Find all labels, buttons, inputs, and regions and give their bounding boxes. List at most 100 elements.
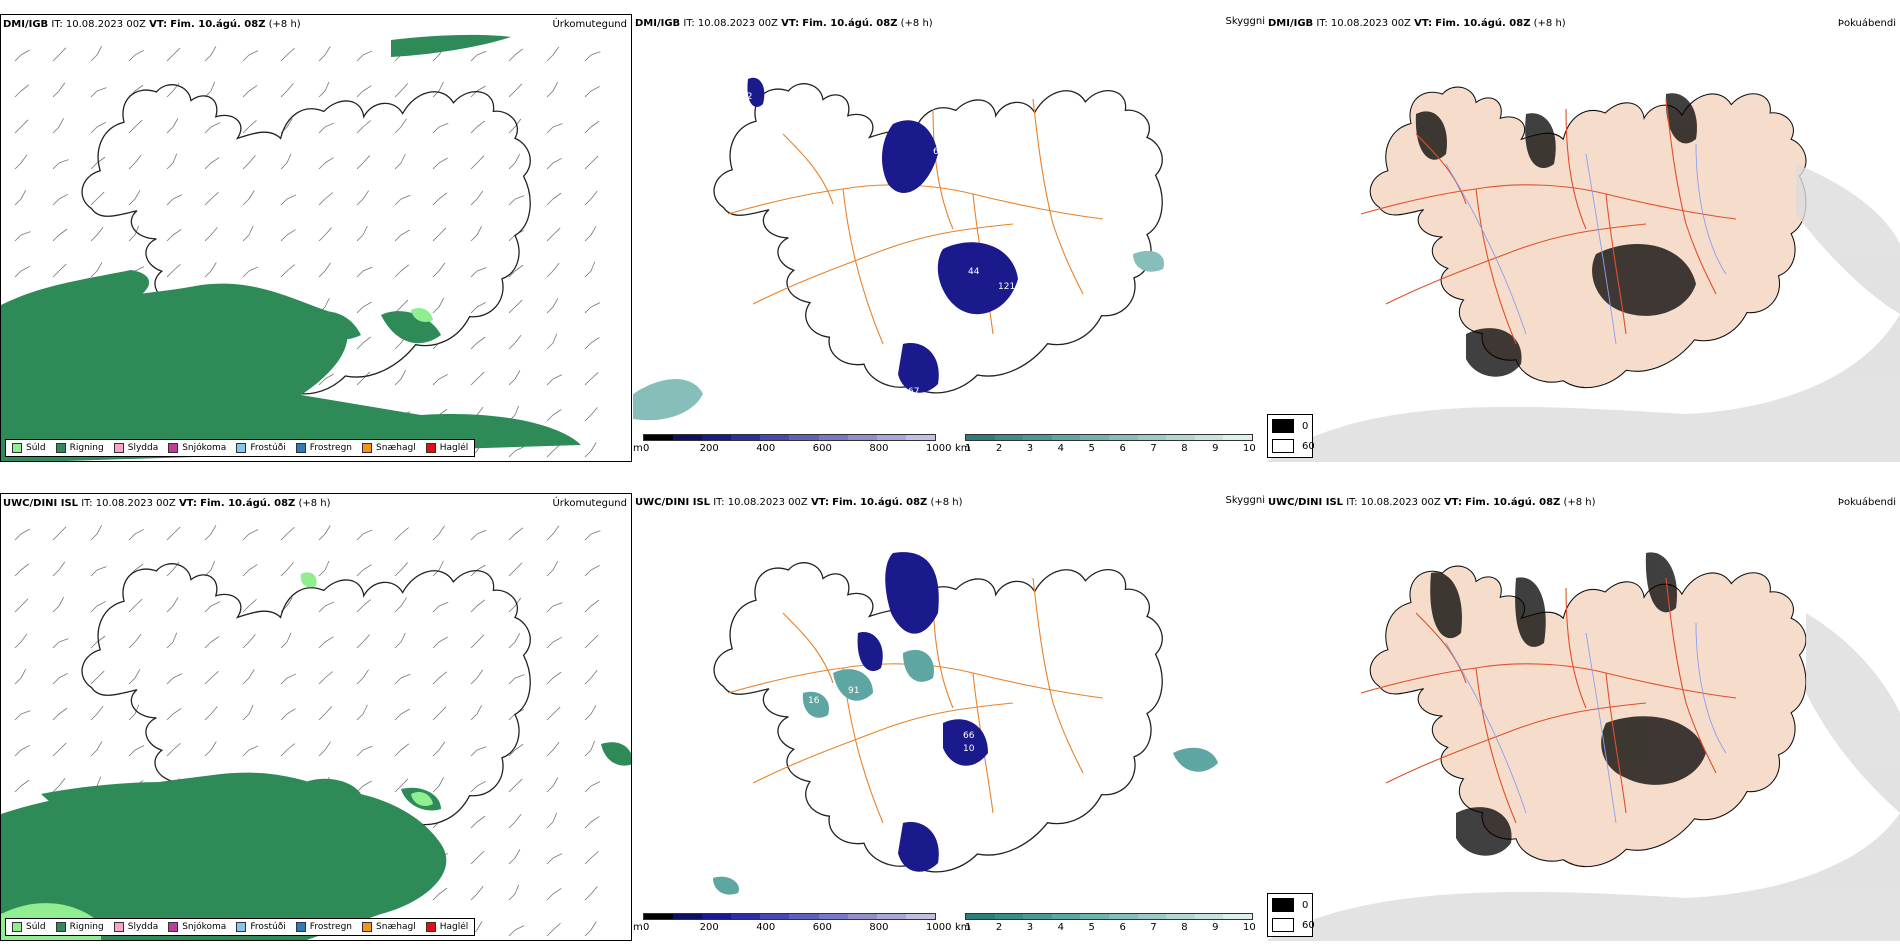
scale-tick-label: 6 xyxy=(1119,922,1126,933)
iceland-land xyxy=(1369,565,1807,868)
legend-label: Frostregn xyxy=(309,922,353,932)
wind-barb xyxy=(432,887,448,901)
wind-barb xyxy=(52,561,66,577)
wind-barb xyxy=(204,601,221,613)
road-line xyxy=(1385,702,1647,784)
wind-barb xyxy=(318,227,332,242)
wind-barb xyxy=(14,231,31,242)
wind-barb xyxy=(166,597,179,613)
wind-barb xyxy=(508,849,521,865)
wind-barb xyxy=(546,192,562,206)
init-time: 10.08.2023 00Z xyxy=(95,498,176,509)
fog-legend: 0 60 xyxy=(1267,414,1315,458)
wind-barb xyxy=(318,192,333,206)
wind-barb xyxy=(52,159,69,170)
legend-item: Snjókoma xyxy=(168,922,226,932)
wind-barb xyxy=(204,262,217,278)
wind-barb xyxy=(546,123,563,134)
wind-barb xyxy=(280,153,292,170)
wind-barb xyxy=(584,740,596,757)
wind-barb xyxy=(584,51,601,62)
wind-barb xyxy=(432,122,449,134)
wind-barb xyxy=(432,741,446,757)
visibility-value-label: 72 xyxy=(913,207,924,217)
scale-swatch xyxy=(644,914,674,919)
fog-legend-label: 0 xyxy=(1302,899,1309,911)
scale-swatch xyxy=(760,435,790,440)
road-line xyxy=(1415,133,1467,205)
wind-barb xyxy=(546,444,561,458)
river-line xyxy=(1695,622,1727,754)
wind-barb xyxy=(242,704,254,721)
wind-barb xyxy=(166,673,183,685)
wind-barb xyxy=(204,671,219,685)
legend-item: Súld xyxy=(12,443,46,453)
wind-barb xyxy=(280,527,295,541)
wind-barb xyxy=(242,50,259,62)
wind-barb xyxy=(546,525,560,541)
scale-swatch xyxy=(1051,435,1081,440)
field-name: Þokuábendi xyxy=(1837,497,1896,508)
wind-barb xyxy=(470,155,485,170)
wind-barb xyxy=(356,564,372,577)
wind-barb xyxy=(204,560,216,577)
wind-barb xyxy=(508,884,520,901)
lead-time: (+8 h) xyxy=(1563,497,1596,508)
scale-swatch xyxy=(847,435,877,440)
visibility-value-label: 19 xyxy=(1003,167,1015,177)
wind-barb xyxy=(546,46,560,62)
scale-unit: km xyxy=(955,443,971,454)
wind-barb xyxy=(470,267,487,278)
wind-barb xyxy=(584,155,599,170)
wind-barb xyxy=(508,264,524,278)
scale-tick-label: 8 xyxy=(1181,443,1188,454)
wind-barb xyxy=(280,632,292,649)
wind-barb xyxy=(14,84,30,98)
scale-tick-label: 200 xyxy=(699,922,719,933)
wind-barb xyxy=(166,743,181,757)
road-line xyxy=(782,133,834,205)
legend-label: Súld xyxy=(26,443,46,453)
visibility-value-label: 44 xyxy=(968,267,980,277)
wind-barb xyxy=(508,597,522,613)
field-name: Skyggni xyxy=(1225,495,1265,506)
wind-barb xyxy=(318,157,334,170)
legend-label: Snæhagl xyxy=(376,443,416,453)
visibility-value-label: 64 xyxy=(1028,292,1040,302)
road-line xyxy=(1565,108,1587,230)
wind-barb xyxy=(394,264,410,278)
fog-legend-swatch xyxy=(1272,419,1294,433)
visibility-scale-m: m 0 200 400 600 800 1000 xyxy=(633,434,951,456)
wind-barb xyxy=(356,634,370,649)
scale-swatch xyxy=(994,914,1024,919)
wind-barb xyxy=(242,564,258,577)
wind-barb xyxy=(14,528,30,541)
wind-barb xyxy=(432,706,447,721)
fog-legend-label: 60 xyxy=(1302,440,1315,452)
wind-barb xyxy=(546,812,558,829)
wind-barb xyxy=(52,47,67,62)
wind-barb xyxy=(394,83,408,98)
wind-barb xyxy=(546,560,559,577)
wind-barb xyxy=(90,87,107,98)
scale-tick-label: 800 xyxy=(869,922,889,933)
wind-barb xyxy=(584,705,597,721)
wind-barb xyxy=(128,633,142,649)
scale-tick-label: 400 xyxy=(756,443,776,454)
wind-barb xyxy=(204,157,220,170)
fog-legend-swatch xyxy=(1272,898,1294,912)
scale-swatch xyxy=(789,435,819,440)
legend-label: Frostúði xyxy=(250,922,286,932)
wind-barb xyxy=(470,371,485,386)
wind-barb xyxy=(470,190,484,206)
wind-barb xyxy=(90,741,103,757)
wind-barb xyxy=(318,525,331,541)
visibility-value-label: 82 xyxy=(741,92,752,102)
wind-barb xyxy=(546,741,560,757)
wind-barb xyxy=(90,262,103,278)
wind-barb xyxy=(90,121,107,134)
road-network xyxy=(1360,577,1737,824)
wind-barb xyxy=(508,118,522,134)
road-line xyxy=(752,702,1014,784)
wind-barb xyxy=(242,669,255,685)
